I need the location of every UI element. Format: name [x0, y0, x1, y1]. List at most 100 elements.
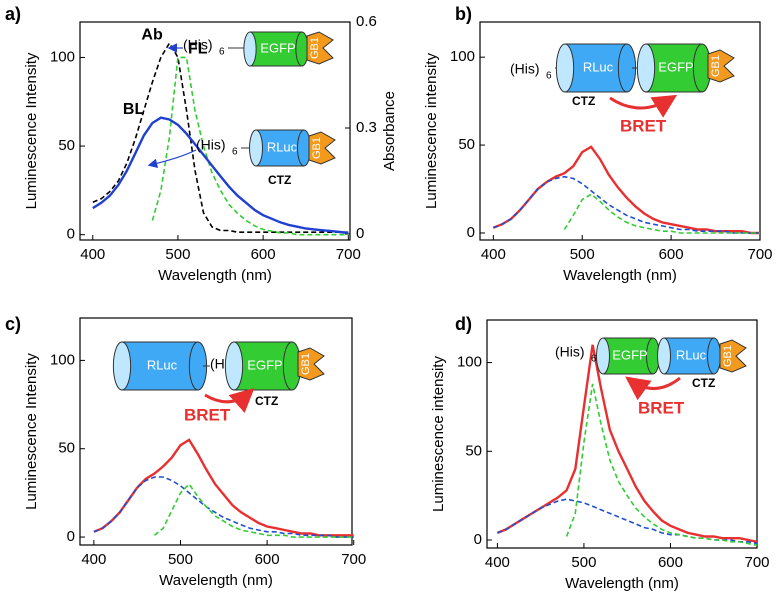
y-tick-label: 100 — [50, 48, 75, 65]
series-line — [492, 145, 760, 235]
domain-label: GB1 — [300, 353, 312, 375]
x-tick-label: 600 — [255, 551, 280, 568]
domain-face — [657, 337, 671, 375]
domain-label: RLuc — [676, 347, 707, 362]
domain-label: GB1 — [710, 55, 722, 77]
ctz-label: CTZ — [572, 94, 595, 108]
panel-label: a) — [5, 4, 21, 24]
gb1-domain — [719, 339, 747, 373]
domain-label: GB1 — [722, 345, 734, 367]
his-tag-sub: 6 — [546, 71, 552, 82]
domain-label: EGFP — [658, 59, 693, 74]
y2-axis-label: Absorbance — [381, 91, 398, 171]
domain-end — [295, 31, 309, 67]
x-axis-label: Wavelength (nm) — [159, 572, 273, 589]
x-tick-label: 700 — [744, 554, 769, 571]
ctz-label: CTZ — [692, 376, 715, 390]
y-tick-label: 0 — [67, 226, 75, 243]
arrow — [609, 94, 678, 118]
y-axis-label: Luminescence intensity — [430, 356, 447, 512]
series-line — [92, 41, 349, 233]
y-tick-label: 100 — [450, 48, 475, 65]
plot-frame — [486, 319, 758, 549]
domain-face — [224, 341, 244, 391]
gb1-domain — [297, 347, 325, 381]
series-line — [93, 476, 354, 538]
gb1-domain — [306, 31, 334, 65]
series-label: Ab — [141, 26, 163, 43]
y-axis-label: Luminescence Intensity — [23, 52, 40, 209]
domain-face — [112, 341, 132, 391]
his-tag: (His) — [196, 137, 226, 153]
y-tick-label: 50 — [58, 440, 75, 457]
series-line — [493, 175, 760, 234]
gb1-domain — [308, 131, 336, 165]
domain-body — [602, 337, 654, 375]
y-tick-label: 0 — [67, 528, 75, 545]
his-tag-sub: 6 — [219, 47, 225, 58]
ctz-label: CTZ — [255, 394, 278, 408]
his-tag: (His) — [510, 61, 540, 77]
bret-label: BRET — [638, 398, 685, 417]
x-tick-label: 600 — [659, 246, 684, 263]
x-tick-label: 600 — [251, 246, 276, 263]
series-line — [153, 482, 354, 538]
y2-tick-label: 0.3 — [356, 119, 377, 136]
bret-label: BRET — [620, 116, 667, 135]
x-axis-label: Wavelength (nm) — [563, 267, 677, 284]
domain-body — [255, 129, 305, 167]
his-tag: (His) — [183, 37, 213, 53]
y-tick-label: 0 — [467, 224, 475, 241]
ctz-label: CTZ — [268, 173, 291, 187]
domain-label: GB1 — [309, 37, 321, 59]
gb1-domain — [707, 49, 735, 83]
his-tag-sub: 6 — [591, 354, 597, 365]
series-label: FL — [188, 41, 208, 58]
domain-label: GB1 — [311, 137, 323, 159]
domain-end — [707, 337, 721, 375]
bret-label: BRET — [184, 405, 231, 424]
domain-body — [233, 341, 293, 391]
series-line — [565, 383, 758, 547]
x-tick-label: 400 — [481, 246, 506, 263]
domain-label: RLuc — [267, 139, 298, 154]
series-line — [151, 56, 349, 236]
arrow — [147, 149, 197, 169]
y-axis-label: Luminescence intensity — [423, 53, 440, 209]
arrow — [204, 387, 255, 413]
series-line — [93, 438, 354, 537]
x-tick-label: 600 — [658, 554, 683, 571]
domain-label: RLuc — [147, 357, 178, 372]
plot-frame — [79, 317, 353, 546]
series-line — [92, 116, 349, 235]
domain-body — [645, 43, 703, 93]
y-tick-label: 50 — [58, 137, 75, 154]
domain-label: EGFP — [260, 40, 295, 55]
domain-label: EGFP — [612, 347, 647, 362]
domain-face — [249, 129, 263, 167]
x-tick-label: 400 — [485, 554, 510, 571]
x-tick-label: 400 — [81, 551, 106, 568]
x-tick-label: 500 — [165, 246, 190, 263]
y-tick-label: 100 — [457, 354, 482, 371]
arrow — [625, 376, 681, 401]
y-tick-label: 50 — [465, 442, 482, 459]
x-axis-label: Wavelength (nm) — [158, 267, 272, 284]
x-tick-label: 400 — [80, 246, 105, 263]
panel-label: b) — [455, 4, 472, 24]
x-tick-label: 700 — [336, 246, 361, 263]
domain-label: EGFP — [247, 357, 282, 372]
his-tag: (His) — [555, 344, 585, 360]
plot-frame — [479, 21, 761, 241]
x-tick-label: 500 — [571, 554, 596, 571]
panel-label: d) — [455, 314, 472, 334]
plot-frame — [79, 21, 351, 241]
x-tick-label: 500 — [168, 551, 193, 568]
domain-label: RLuc — [583, 59, 614, 74]
domain-face — [596, 337, 610, 375]
x-tick-label: 700 — [747, 246, 772, 263]
x-tick-label: 500 — [570, 246, 595, 263]
domain-face — [243, 31, 257, 67]
